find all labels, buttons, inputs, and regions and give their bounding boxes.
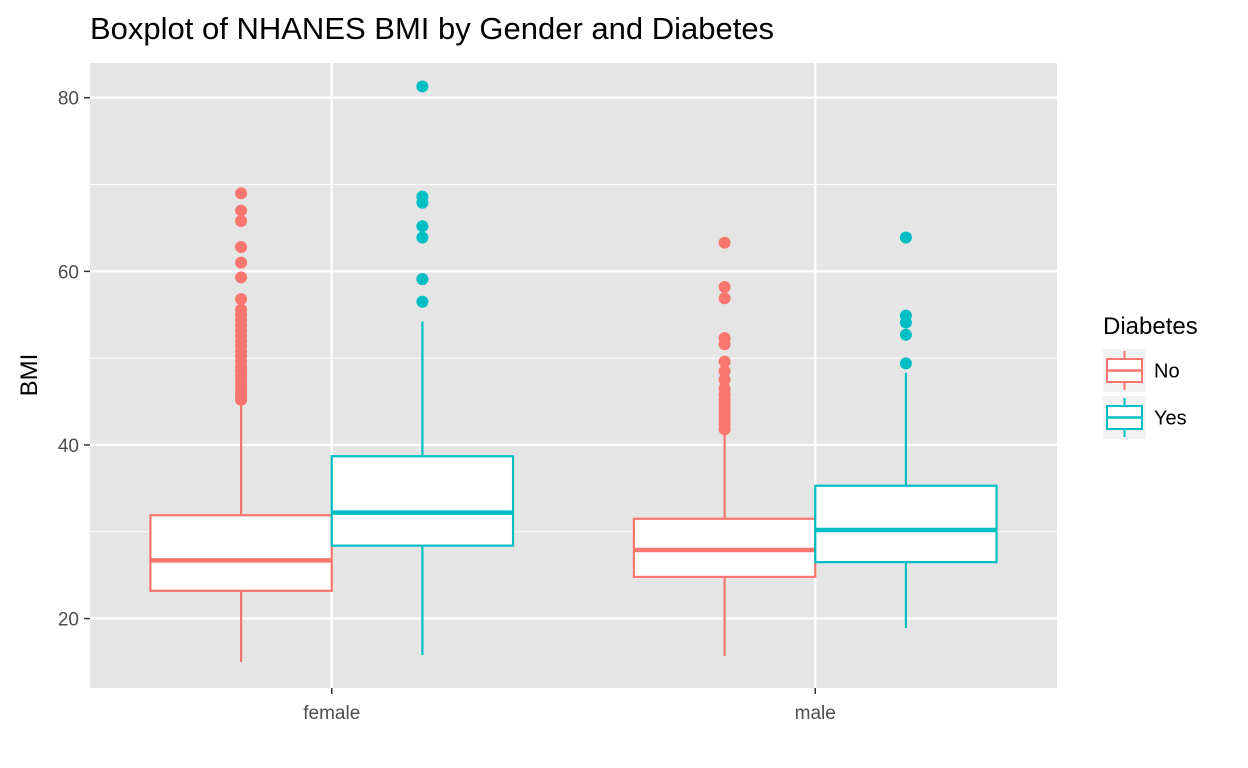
plot-panel: 20 40 60 80 female male [58,63,1057,724]
outlier-point [235,204,248,217]
legend: Diabetes No Yes [1103,313,1198,439]
y-tick-label: 80 [58,89,79,110]
legend-item-no: No [1103,349,1180,392]
outlier-point [235,303,248,316]
outlier-point [416,80,429,93]
outlier-point [416,220,429,233]
outlier-point [718,382,731,395]
iqr-box [814,484,998,564]
x-tick-label: male [795,703,836,724]
outlier-point [899,357,912,370]
outlier-point [718,292,731,305]
outlier-point [718,365,731,378]
legend-label: Yes [1154,408,1187,430]
outlier-point [235,214,248,227]
y-tick-label: 60 [58,262,79,283]
outlier-point [899,328,912,341]
iqr-box [330,455,515,547]
legend-title: Diabetes [1103,313,1198,340]
outlier-point [899,231,912,244]
outlier-point [235,271,248,284]
legend-item-yes: Yes [1103,396,1187,439]
outlier-point [718,373,731,386]
outlier-point [235,187,248,200]
panel-background [90,63,1057,688]
outlier-point [235,256,248,269]
y-tick-label: 20 [58,610,79,631]
box-female-yes [330,80,515,656]
outlier-point [416,295,429,308]
outlier-point [899,309,912,322]
outlier-point [718,332,731,345]
legend-label: No [1154,361,1180,383]
box-female-no [149,187,333,662]
outlier-point [235,241,248,254]
y-tick-label: 40 [58,436,79,457]
x-tick-label: female [303,703,360,724]
y-axis-title: BMI [16,354,43,397]
iqr-box [149,514,333,592]
outlier-point [416,273,429,286]
outlier-point [416,231,429,244]
outlier-point [235,293,248,306]
outlier-point [416,190,429,203]
outlier-point [718,280,731,293]
box-male-yes [814,231,998,629]
chart-title: Boxplot of NHANES BMI by Gender and Diab… [90,11,774,46]
outlier-point [718,355,731,368]
box-male-no [632,236,817,656]
outlier-point [718,236,731,249]
